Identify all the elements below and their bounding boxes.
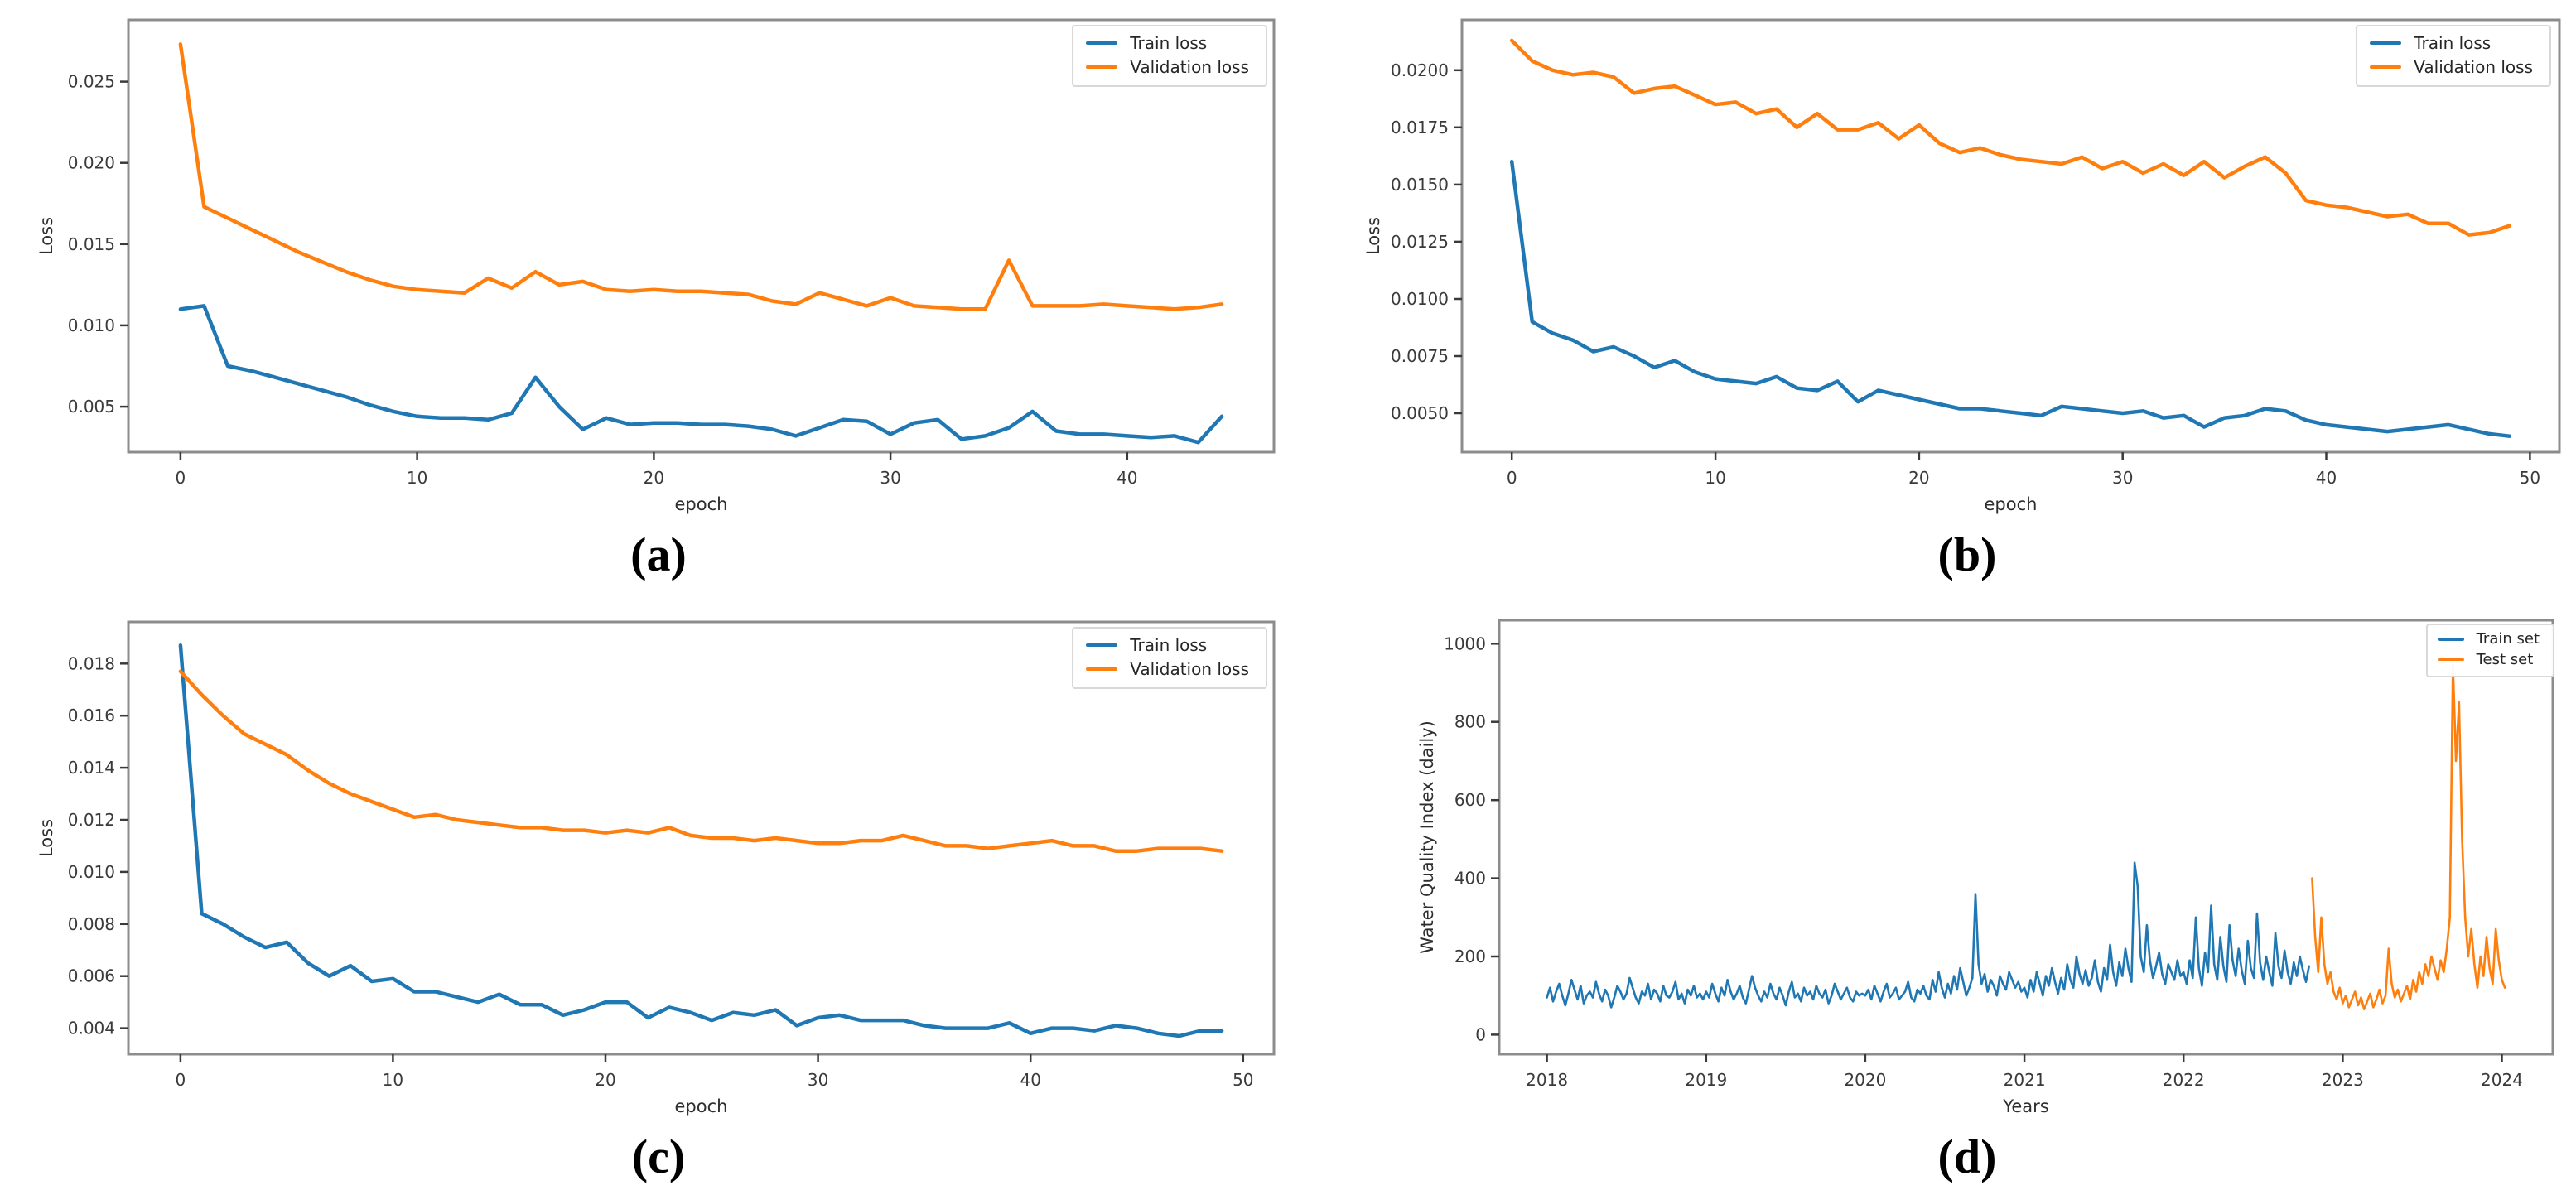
svg-text:2018: 2018 — [1526, 1070, 1568, 1090]
svg-text:400: 400 — [1454, 869, 1486, 889]
svg-text:epoch: epoch — [1985, 494, 2038, 514]
chart-a-train-val-loss: 0 10 20 30 40 0.005 0.010 0.015 0.020 0.025 epoch L… — [25, 7, 1292, 522]
svg-text:30: 30 — [808, 1070, 828, 1090]
panel-label-a: (a) — [630, 527, 687, 581]
train-loss-line-swatch — [2370, 41, 2402, 45]
svg-text:50: 50 — [2520, 468, 2540, 488]
panel-d: 2018 2019 2020 2021 2022 2023 2024 0 200 400 600 80… — [1358, 609, 2576, 1188]
svg-text:0.020: 0.020 — [68, 153, 115, 173]
svg-text:0.025: 0.025 — [68, 72, 115, 92]
svg-text:0: 0 — [1507, 468, 1517, 488]
svg-text:2024: 2024 — [2481, 1070, 2523, 1090]
svg-text:1000: 1000 — [1444, 634, 1486, 653]
svg-text:800: 800 — [1454, 712, 1486, 732]
svg-text:Loss: Loss — [36, 217, 56, 255]
svg-text:0.010: 0.010 — [68, 862, 115, 882]
chart-b-train-val-loss: 0 10 20 30 40 50 0.0050 0.0075 0.0100 0.0125 0.015… — [1358, 7, 2576, 522]
svg-text:20: 20 — [1908, 468, 1929, 488]
legend-label: Validation loss — [1130, 57, 1249, 77]
validation-loss-line-swatch — [1086, 65, 1118, 69]
legend-entry-test-set: Test set — [2437, 650, 2540, 668]
svg-text:0.0075: 0.0075 — [1391, 346, 1449, 366]
svg-text:epoch: epoch — [675, 494, 728, 514]
svg-text:600: 600 — [1454, 790, 1486, 810]
svg-text:0: 0 — [176, 1070, 186, 1090]
svg-text:0: 0 — [176, 468, 186, 488]
svg-text:40: 40 — [2316, 468, 2337, 488]
svg-text:0.018: 0.018 — [68, 653, 115, 673]
svg-text:40: 40 — [1117, 468, 1137, 488]
legend-entry-train-loss: Train loss — [2370, 34, 2533, 52]
legend-label: Train loss — [1130, 33, 1208, 53]
svg-text:10: 10 — [1705, 468, 1725, 488]
legend-c: Train loss Validation loss — [1072, 627, 1267, 689]
panel-label-d: (d) — [1937, 1129, 1997, 1183]
svg-text:2020: 2020 — [1844, 1070, 1886, 1090]
legend-a: Train loss Validation loss — [1072, 25, 1267, 87]
svg-text:0.014: 0.014 — [68, 758, 115, 778]
svg-text:0.004: 0.004 — [68, 1019, 115, 1038]
svg-text:0.0050: 0.0050 — [1391, 403, 1449, 423]
legend-label: Train set — [2476, 630, 2540, 648]
svg-text:0.010: 0.010 — [68, 316, 115, 335]
legend-label: Validation loss — [2414, 57, 2533, 77]
validation-loss-line-swatch — [2370, 65, 2402, 69]
svg-text:0.0175: 0.0175 — [1391, 118, 1449, 137]
chart-c-train-val-loss: 0 10 20 30 40 50 0.004 0.006 0.008 0.010 0.012 0.01… — [25, 609, 1292, 1124]
svg-text:2021: 2021 — [2004, 1070, 2046, 1090]
svg-text:200: 200 — [1454, 947, 1486, 966]
svg-text:10: 10 — [383, 1070, 403, 1090]
panel-c: 0 10 20 30 40 50 0.004 0.006 0.008 0.010 0.012 0.01… — [25, 609, 1292, 1188]
panel-label-b: (b) — [1937, 527, 1997, 581]
svg-text:30: 30 — [880, 468, 900, 488]
svg-text:Loss: Loss — [1363, 217, 1383, 255]
svg-text:Years: Years — [2002, 1096, 2048, 1116]
chart-d-water-quality-index: 2018 2019 2020 2021 2022 2023 2024 0 200 400 600 80… — [1358, 609, 2576, 1124]
svg-text:0: 0 — [1475, 1024, 1486, 1044]
svg-text:Loss: Loss — [36, 819, 56, 857]
validation-loss-line-swatch — [1086, 667, 1118, 671]
train-loss-line-swatch — [1086, 643, 1118, 647]
svg-text:0.0150: 0.0150 — [1391, 175, 1449, 195]
svg-text:50: 50 — [1233, 1070, 1253, 1090]
svg-text:2023: 2023 — [2322, 1070, 2364, 1090]
svg-text:0.0200: 0.0200 — [1391, 60, 1449, 80]
svg-text:0.0100: 0.0100 — [1391, 289, 1449, 309]
svg-text:0.016: 0.016 — [68, 706, 115, 725]
svg-text:2019: 2019 — [1685, 1070, 1727, 1090]
svg-text:epoch: epoch — [675, 1096, 728, 1116]
train-set-line-swatch — [2437, 638, 2464, 641]
legend-entry-train-loss: Train loss — [1086, 34, 1249, 52]
legend-entry-train-loss: Train loss — [1086, 636, 1249, 654]
legend-label: Train loss — [2414, 33, 2492, 53]
svg-text:0.008: 0.008 — [68, 914, 115, 934]
panel-label-c: (c) — [631, 1129, 686, 1183]
svg-text:0.0125: 0.0125 — [1391, 232, 1449, 252]
legend-entry-train-set: Train set — [2437, 630, 2540, 648]
svg-text:Water Quality Index (daily): Water Quality Index (daily) — [1417, 720, 1437, 954]
test-set-line-swatch — [2437, 658, 2464, 662]
panel-b: 0 10 20 30 40 50 0.0050 0.0075 0.0100 0.0125 0.015… — [1358, 7, 2576, 586]
svg-text:20: 20 — [595, 1070, 615, 1090]
panel-a: 0 10 20 30 40 0.005 0.010 0.015 0.020 0.025 epoch L… — [25, 7, 1292, 586]
legend-entry-validation-loss: Validation loss — [2370, 58, 2533, 76]
svg-text:0.012: 0.012 — [68, 810, 115, 830]
legend-entry-validation-loss: Validation loss — [1086, 58, 1249, 76]
svg-text:20: 20 — [644, 468, 664, 488]
legend-b: Train loss Validation loss — [2356, 25, 2551, 87]
legend-label: Train loss — [1130, 635, 1208, 655]
svg-text:0.005: 0.005 — [68, 397, 115, 417]
legend-entry-validation-loss: Validation loss — [1086, 660, 1249, 678]
legend-d: Train set Test set — [2425, 624, 2554, 677]
legend-label: Test set — [2476, 650, 2534, 668]
svg-text:30: 30 — [2112, 468, 2133, 488]
svg-text:0.015: 0.015 — [68, 234, 115, 254]
svg-text:2022: 2022 — [2163, 1070, 2205, 1090]
svg-text:0.006: 0.006 — [68, 966, 115, 986]
train-loss-line-swatch — [1086, 41, 1118, 45]
svg-text:10: 10 — [407, 468, 427, 488]
svg-text:40: 40 — [1020, 1070, 1040, 1090]
legend-label: Validation loss — [1130, 659, 1249, 679]
